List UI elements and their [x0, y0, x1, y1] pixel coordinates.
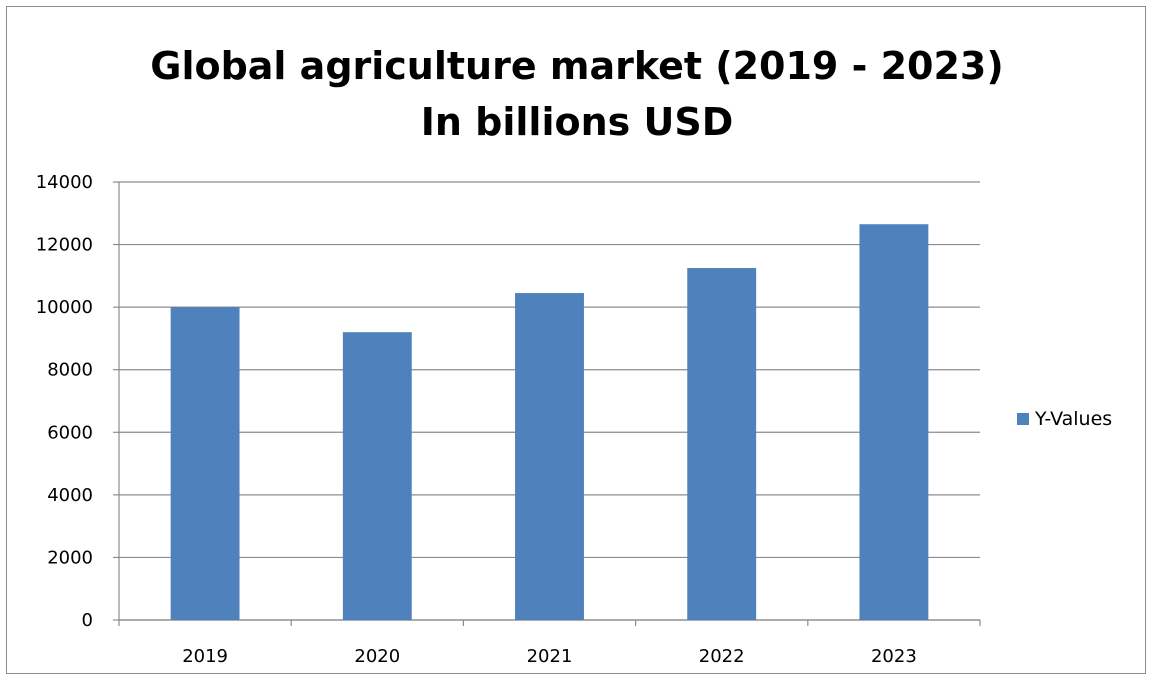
x-tick-label: 2023: [871, 646, 917, 667]
x-tick-label: 2022: [699, 646, 745, 667]
chart-title: Global agriculture market (2019 - 2023) …: [0, 38, 1154, 150]
chart-title-line-1: Global agriculture market (2019 - 2023): [150, 44, 1004, 88]
bar-2020: [342, 332, 412, 620]
y-tick-label: 4000: [47, 485, 93, 506]
bar-2023: [859, 224, 929, 620]
y-tick-label: 8000: [47, 360, 93, 381]
y-tick-label: 0: [82, 610, 93, 631]
y-tick-label: 12000: [36, 235, 93, 256]
y-tick-label: 14000: [36, 172, 93, 193]
x-tick-label: 2021: [527, 646, 573, 667]
legend: Y-Values: [1017, 408, 1112, 430]
legend-label: Y-Values: [1035, 408, 1113, 430]
y-tick-label: 2000: [47, 547, 93, 568]
bar-2019: [170, 307, 240, 620]
y-tick-label: 6000: [47, 422, 93, 443]
bar-2022: [687, 268, 757, 620]
bar-2021: [515, 293, 584, 620]
x-tick-label: 2019: [182, 646, 228, 667]
y-tick-label: 10000: [36, 297, 93, 318]
legend-swatch: [1017, 413, 1029, 425]
x-tick-label: 2020: [354, 646, 400, 667]
chart-title-line-2: In billions USD: [420, 100, 734, 144]
